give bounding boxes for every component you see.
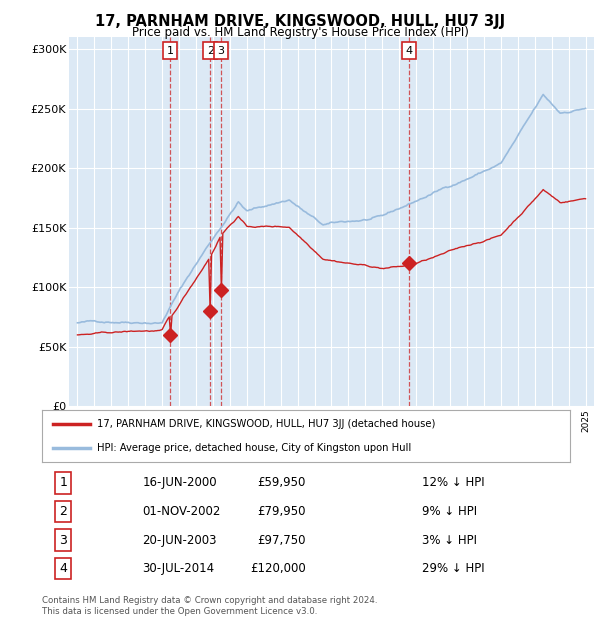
Text: £59,950: £59,950: [257, 477, 306, 489]
Text: 3: 3: [59, 534, 67, 546]
Text: 01-NOV-2002: 01-NOV-2002: [142, 505, 221, 518]
Text: £79,950: £79,950: [257, 505, 306, 518]
Text: £120,000: £120,000: [250, 562, 306, 575]
Text: 30-JUL-2014: 30-JUL-2014: [142, 562, 214, 575]
Text: 17, PARNHAM DRIVE, KINGSWOOD, HULL, HU7 3JJ (detached house): 17, PARNHAM DRIVE, KINGSWOOD, HULL, HU7 …: [97, 419, 436, 429]
Text: Price paid vs. HM Land Registry's House Price Index (HPI): Price paid vs. HM Land Registry's House …: [131, 26, 469, 39]
Text: 9% ↓ HPI: 9% ↓ HPI: [422, 505, 477, 518]
Text: 3: 3: [217, 45, 224, 56]
Text: 16-JUN-2000: 16-JUN-2000: [142, 477, 217, 489]
Text: 1: 1: [166, 45, 173, 56]
Text: 17, PARNHAM DRIVE, KINGSWOOD, HULL, HU7 3JJ: 17, PARNHAM DRIVE, KINGSWOOD, HULL, HU7 …: [95, 14, 505, 29]
Text: 12% ↓ HPI: 12% ↓ HPI: [422, 477, 485, 489]
Text: 20-JUN-2003: 20-JUN-2003: [142, 534, 217, 546]
Text: 3% ↓ HPI: 3% ↓ HPI: [422, 534, 477, 546]
Text: 4: 4: [406, 45, 413, 56]
Text: 29% ↓ HPI: 29% ↓ HPI: [422, 562, 485, 575]
Text: HPI: Average price, detached house, City of Kingston upon Hull: HPI: Average price, detached house, City…: [97, 443, 412, 453]
Text: 4: 4: [59, 562, 67, 575]
Text: £97,750: £97,750: [257, 534, 306, 546]
Text: 1: 1: [59, 477, 67, 489]
Text: 2: 2: [59, 505, 67, 518]
Text: Contains HM Land Registry data © Crown copyright and database right 2024.
This d: Contains HM Land Registry data © Crown c…: [42, 596, 377, 616]
Text: 2: 2: [206, 45, 214, 56]
